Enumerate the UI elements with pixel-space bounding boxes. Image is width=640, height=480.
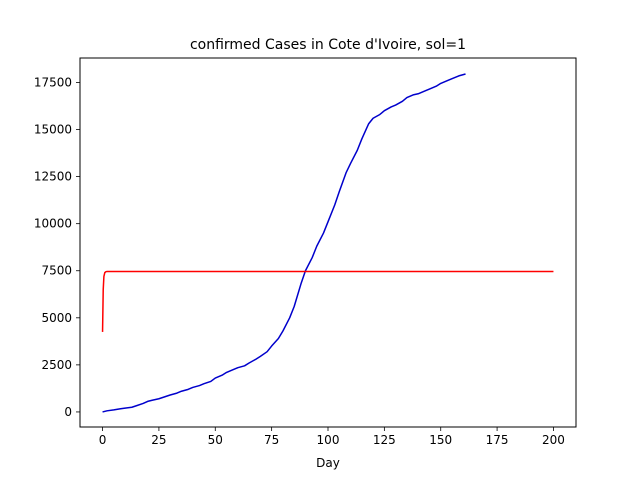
x-tick-label: 100 xyxy=(317,433,340,447)
y-tick-label: 2500 xyxy=(41,358,72,372)
y-tick-label: 12500 xyxy=(34,170,72,184)
y-tick-label: 0 xyxy=(64,405,72,419)
y-axis: 0 2500 5000 7500 10000 12500 15000 17500 xyxy=(34,75,80,419)
x-axis: 0 25 50 75 100 125 150 175 200 xyxy=(99,427,565,447)
y-tick-label: 15000 xyxy=(34,123,72,137)
x-tick-label: 0 xyxy=(99,433,107,447)
plot-area xyxy=(101,73,554,413)
series-line-0 xyxy=(102,73,466,413)
x-tick-label: 175 xyxy=(486,433,509,447)
y-tick-label: 5000 xyxy=(41,311,72,325)
x-tick-label: 150 xyxy=(429,433,452,447)
y-tick-label: 7500 xyxy=(41,264,72,278)
x-axis-label: Day xyxy=(316,456,340,470)
x-tick-label: 25 xyxy=(151,433,166,447)
x-tick-label: 75 xyxy=(264,433,279,447)
x-tick-label: 50 xyxy=(208,433,223,447)
x-tick-label: 200 xyxy=(542,433,565,447)
chart-title: confirmed Cases in Cote d'Ivoire, sol=1 xyxy=(190,37,466,53)
y-tick-label: 10000 xyxy=(34,217,72,231)
x-tick-label: 125 xyxy=(373,433,396,447)
series-line-1 xyxy=(101,270,554,332)
y-tick-label: 17500 xyxy=(34,75,72,89)
